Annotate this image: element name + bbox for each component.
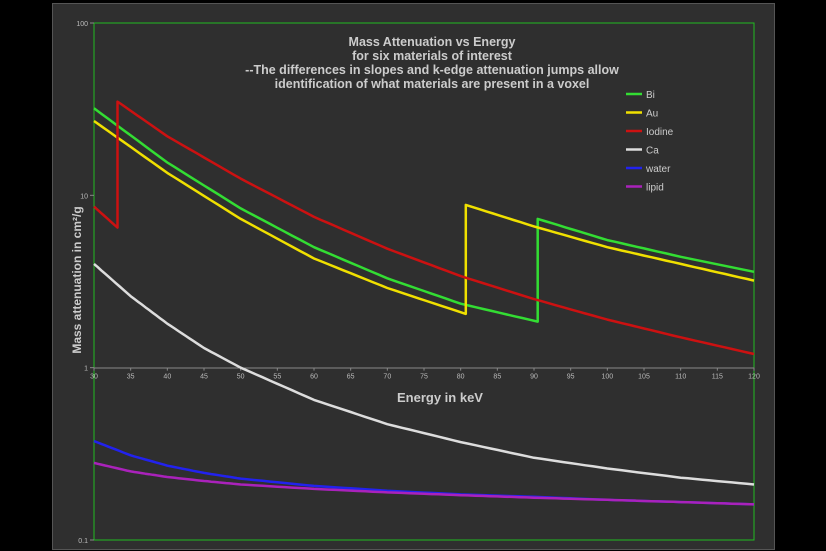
y-axis-label: Mass attenuation in cm²/g	[70, 206, 84, 353]
y-tick-label: 10	[80, 193, 88, 200]
x-tick-label: 95	[567, 374, 575, 381]
title-line: --The differences in slopes and k-edge a…	[245, 63, 619, 77]
x-axis: 30 35 40 45 50 55 60 65 70 75 80 85 90 95 100 105 110 115…	[90, 367, 760, 381]
x-tick-label: 120	[748, 374, 760, 381]
plot-area-border	[93, 22, 755, 541]
x-tick-label: 85	[493, 374, 501, 381]
series-line-bi	[93, 107, 755, 323]
series-lines	[93, 100, 755, 506]
title-line: Mass Attenuation vs Energy	[349, 35, 516, 49]
chart-background	[52, 3, 775, 550]
legend-label: Iodine	[646, 127, 674, 138]
y-tick-label: 100	[76, 21, 88, 28]
x-tick-label: 35	[127, 374, 135, 381]
y-tick-label: 1	[84, 366, 88, 373]
x-tick-label: 30	[90, 374, 98, 381]
x-tick-label: 55	[273, 374, 281, 381]
series-line-ca	[93, 262, 755, 486]
y-tick-label: 0.1	[78, 538, 88, 545]
legend-label: water	[645, 164, 671, 175]
x-tick-label: 90	[530, 374, 538, 381]
legend-label: Bi	[646, 90, 655, 101]
x-tick-label: 110	[675, 374, 686, 381]
legend: Bi Au Iodine Ca water lipid	[626, 90, 674, 194]
legend-label: Ca	[646, 146, 659, 157]
x-axis-label: Energy in keV	[397, 390, 483, 405]
x-tick-label: 40	[163, 374, 171, 381]
x-tick-label: 45	[200, 374, 208, 381]
x-tick-label: 70	[383, 374, 391, 381]
series-line-au	[93, 119, 755, 316]
x-tick-label: 65	[347, 374, 355, 381]
x-tick-label: 115	[712, 374, 723, 381]
x-tick-label: 60	[310, 374, 318, 381]
legend-label: lipid	[646, 183, 664, 194]
y-axis: 100 10 1 0.1	[76, 21, 94, 545]
x-tick-label: 105	[638, 374, 650, 381]
x-tick-label: 75	[420, 374, 428, 381]
title-line: for six materials of interest	[352, 49, 513, 63]
x-tick-label: 80	[457, 374, 465, 381]
x-tick-label: 100	[601, 374, 613, 381]
title-line: identification of what materials are pre…	[275, 77, 590, 91]
series-line-iodine	[93, 100, 755, 356]
series-line-lipid	[93, 461, 755, 506]
x-tick-label: 50	[237, 374, 245, 381]
legend-label: Au	[646, 109, 658, 120]
